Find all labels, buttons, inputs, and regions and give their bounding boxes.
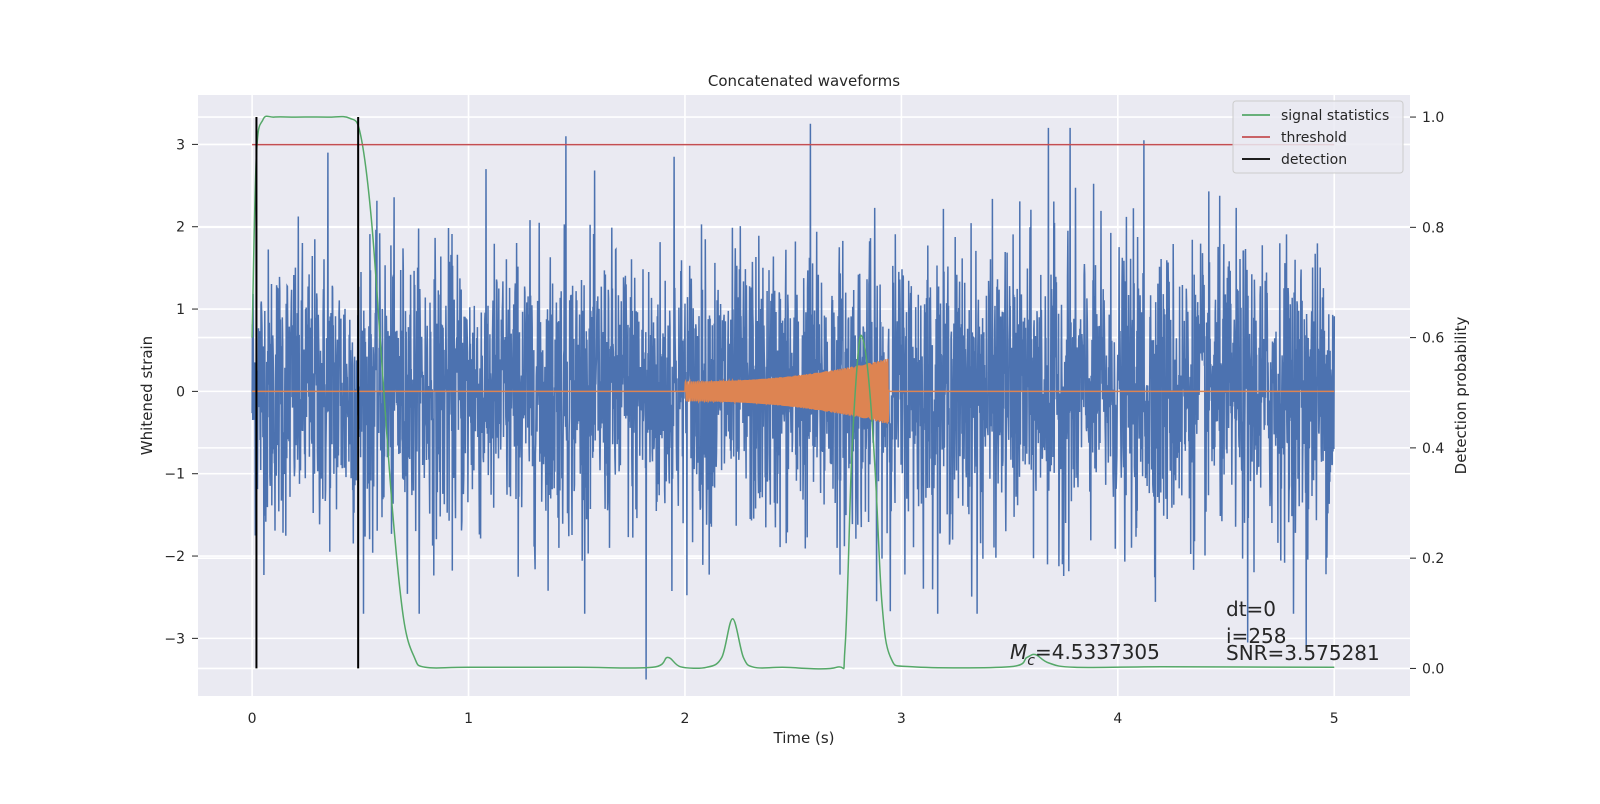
y2-tick-label: 1.0 [1422, 110, 1444, 126]
y2-tick-label: 0.6 [1422, 331, 1444, 347]
legend-box [1232, 100, 1404, 174]
x-tick-label: 2 [681, 711, 690, 727]
annotations: Mc=4.5337305 dt=0 i=258 SNR=3.575281 [1010, 597, 1380, 669]
y-axis-label: Whitened strain [138, 336, 156, 455]
noise-series [251, 123, 1336, 680]
y-tick-label: 2 [176, 220, 185, 236]
mc-subscript: c [1027, 653, 1035, 669]
x-tick-label: 1 [464, 711, 473, 727]
mc-value: =4.5337305 [1035, 640, 1160, 664]
x-tick-label: 0 [248, 711, 257, 727]
y-tick-label: −2 [164, 549, 185, 565]
y2-tick-label: 0.0 [1422, 661, 1444, 677]
legend-label: threshold [1281, 130, 1347, 146]
mc-prefix: M [1010, 640, 1027, 664]
legend-label: detection [1281, 152, 1347, 168]
y-tick-label: 1 [176, 302, 185, 318]
y-tick-label: 3 [176, 137, 185, 153]
ticks: 0 1 2 3 4 5 −3 −2 −1 0 1 2 3 0.0 0.2 0.4 0.6 0.8 1.0 [164, 110, 1444, 727]
x-axis-label: Time (s) [773, 729, 835, 747]
signal-statistics-series [251, 115, 1335, 670]
y2-tick-label: 0.8 [1422, 220, 1444, 236]
x-tick-label: 5 [1330, 711, 1339, 727]
dt-annotation: dt=0 [1226, 597, 1276, 621]
x-tick-label: 3 [897, 711, 906, 727]
x-tick-label: 4 [1113, 711, 1122, 727]
y-tick-label: 0 [176, 384, 185, 400]
y2-axis-label: Detection probability [1452, 317, 1470, 475]
chirp-series [252, 358, 1335, 424]
y2-tick-label: 0.2 [1422, 551, 1444, 567]
mc-annotation: Mc=4.5337305 [1010, 640, 1160, 669]
legend: signal statistics threshold detection [1232, 100, 1404, 174]
detection-lines [255, 117, 360, 669]
snr-annotation: SNR=3.575281 [1226, 641, 1380, 665]
y-tick-label: −3 [164, 631, 185, 647]
y-tick-label: −1 [164, 467, 185, 483]
chart-title: Concatenated waveforms [708, 72, 900, 90]
i-annotation: i=258 [1226, 624, 1287, 648]
legend-label: signal statistics [1281, 108, 1389, 124]
y2-tick-label: 0.4 [1422, 441, 1444, 457]
series-layer [251, 115, 1336, 680]
